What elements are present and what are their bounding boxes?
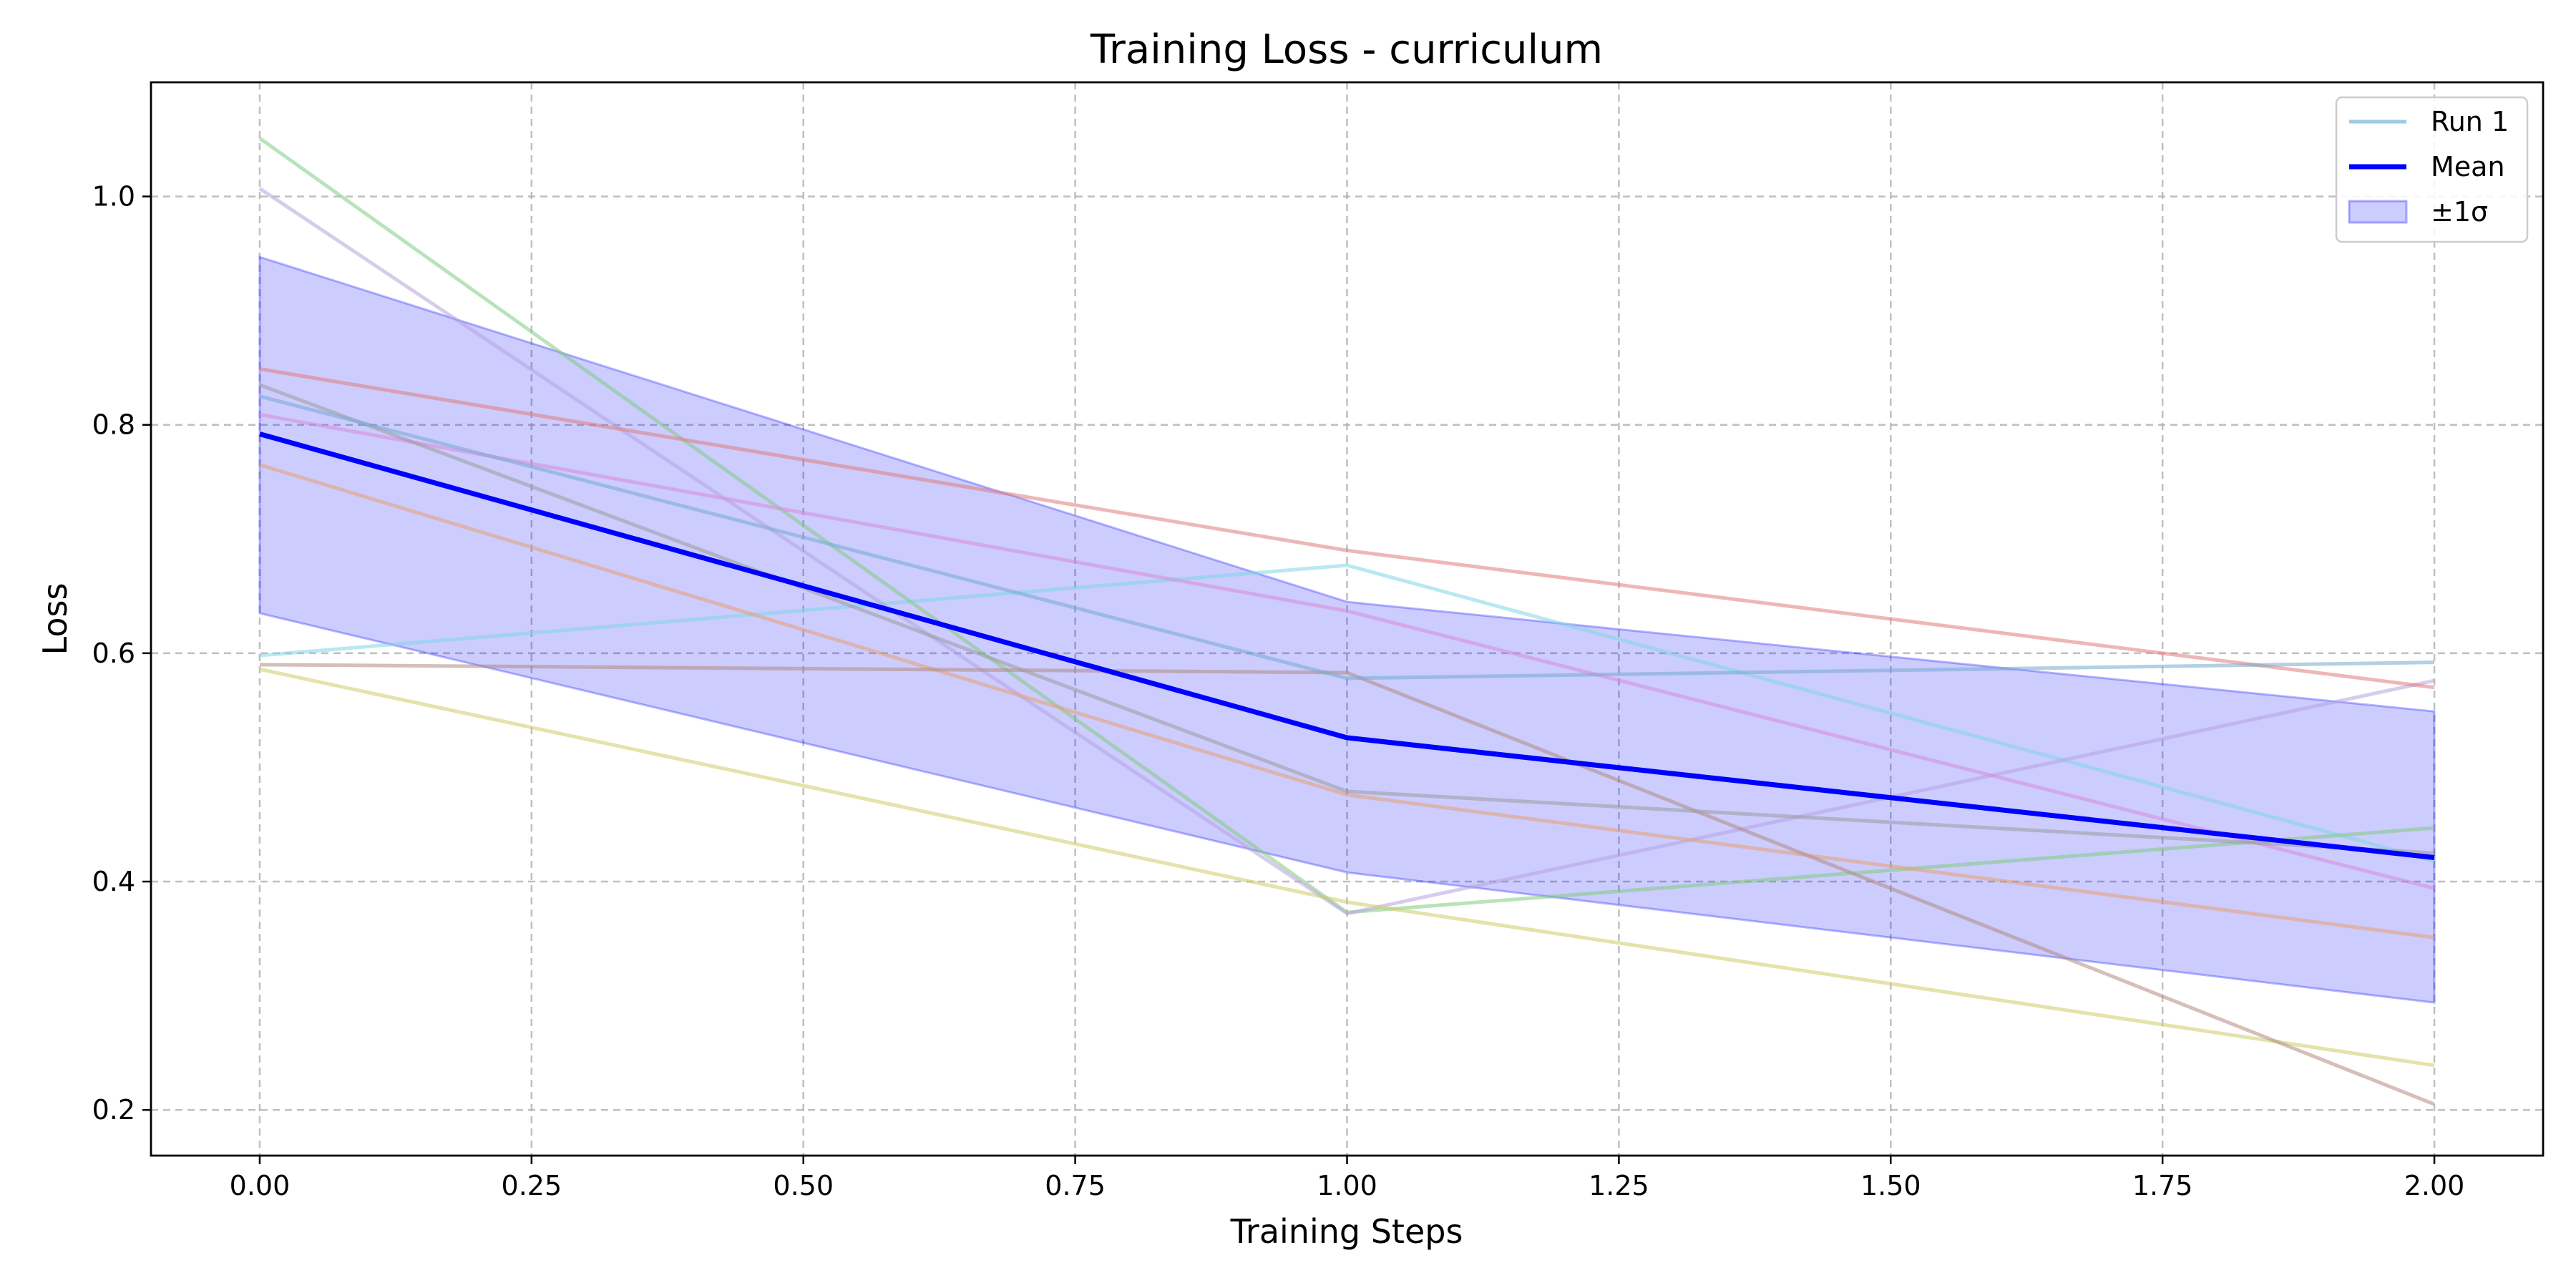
x-tick-label: 0.50 bbox=[773, 1170, 834, 1201]
std-band bbox=[258, 255, 2436, 1004]
run-line-6 bbox=[259, 463, 2435, 940]
x-tick-label: 0.00 bbox=[230, 1170, 291, 1201]
legend-swatch-band bbox=[2348, 200, 2408, 224]
x-tick-label: 0.75 bbox=[1045, 1170, 1106, 1201]
run-lines-layer bbox=[258, 137, 2435, 1106]
legend-label: Run 1 bbox=[2431, 106, 2509, 137]
run-line-1 bbox=[259, 563, 2435, 863]
y-axis-label: Loss bbox=[36, 583, 74, 655]
ticks: 0.00 0.25 0.50 0.75 1.00 1.25 1.50 1.75 2.00 0.2 0… bbox=[92, 181, 2465, 1201]
grid bbox=[151, 82, 2543, 1156]
mean-line-layer bbox=[259, 431, 2435, 860]
y-tick-label: 0.8 bbox=[92, 409, 135, 441]
run-line-7 bbox=[259, 667, 2435, 1068]
y-tick-label: 0.4 bbox=[92, 866, 135, 897]
x-axis-label: Training Steps bbox=[1230, 1212, 1463, 1251]
legend-label: ±1σ bbox=[2431, 196, 2488, 228]
run-line-5 bbox=[259, 412, 2435, 891]
legend: Run 1 Mean ±1σ bbox=[2335, 96, 2529, 243]
std-band-layer bbox=[258, 255, 2436, 1004]
y-tick-label: 0.6 bbox=[92, 638, 135, 669]
y-tick-label: 0.2 bbox=[92, 1094, 135, 1126]
x-tick-label: 1.50 bbox=[1860, 1170, 1921, 1201]
x-tick-label: 1.25 bbox=[1589, 1170, 1649, 1201]
chart-title: Training Loss - curriculum bbox=[1090, 26, 1603, 73]
run-line-10 bbox=[259, 394, 2435, 680]
run-line-8 bbox=[259, 663, 2435, 1106]
run-line-9 bbox=[259, 383, 2435, 855]
x-tick-label: 2.00 bbox=[2404, 1170, 2465, 1201]
x-tick-label: 1.00 bbox=[1317, 1170, 1377, 1201]
legend-box bbox=[2335, 96, 2529, 243]
y-tick-label: 1.0 bbox=[92, 181, 135, 213]
legend-label: Mean bbox=[2431, 151, 2505, 182]
run-line-4 bbox=[259, 367, 2435, 690]
x-tick-label: 0.25 bbox=[502, 1170, 562, 1201]
x-tick-label: 1.75 bbox=[2132, 1170, 2193, 1201]
mean-line bbox=[259, 431, 2435, 860]
